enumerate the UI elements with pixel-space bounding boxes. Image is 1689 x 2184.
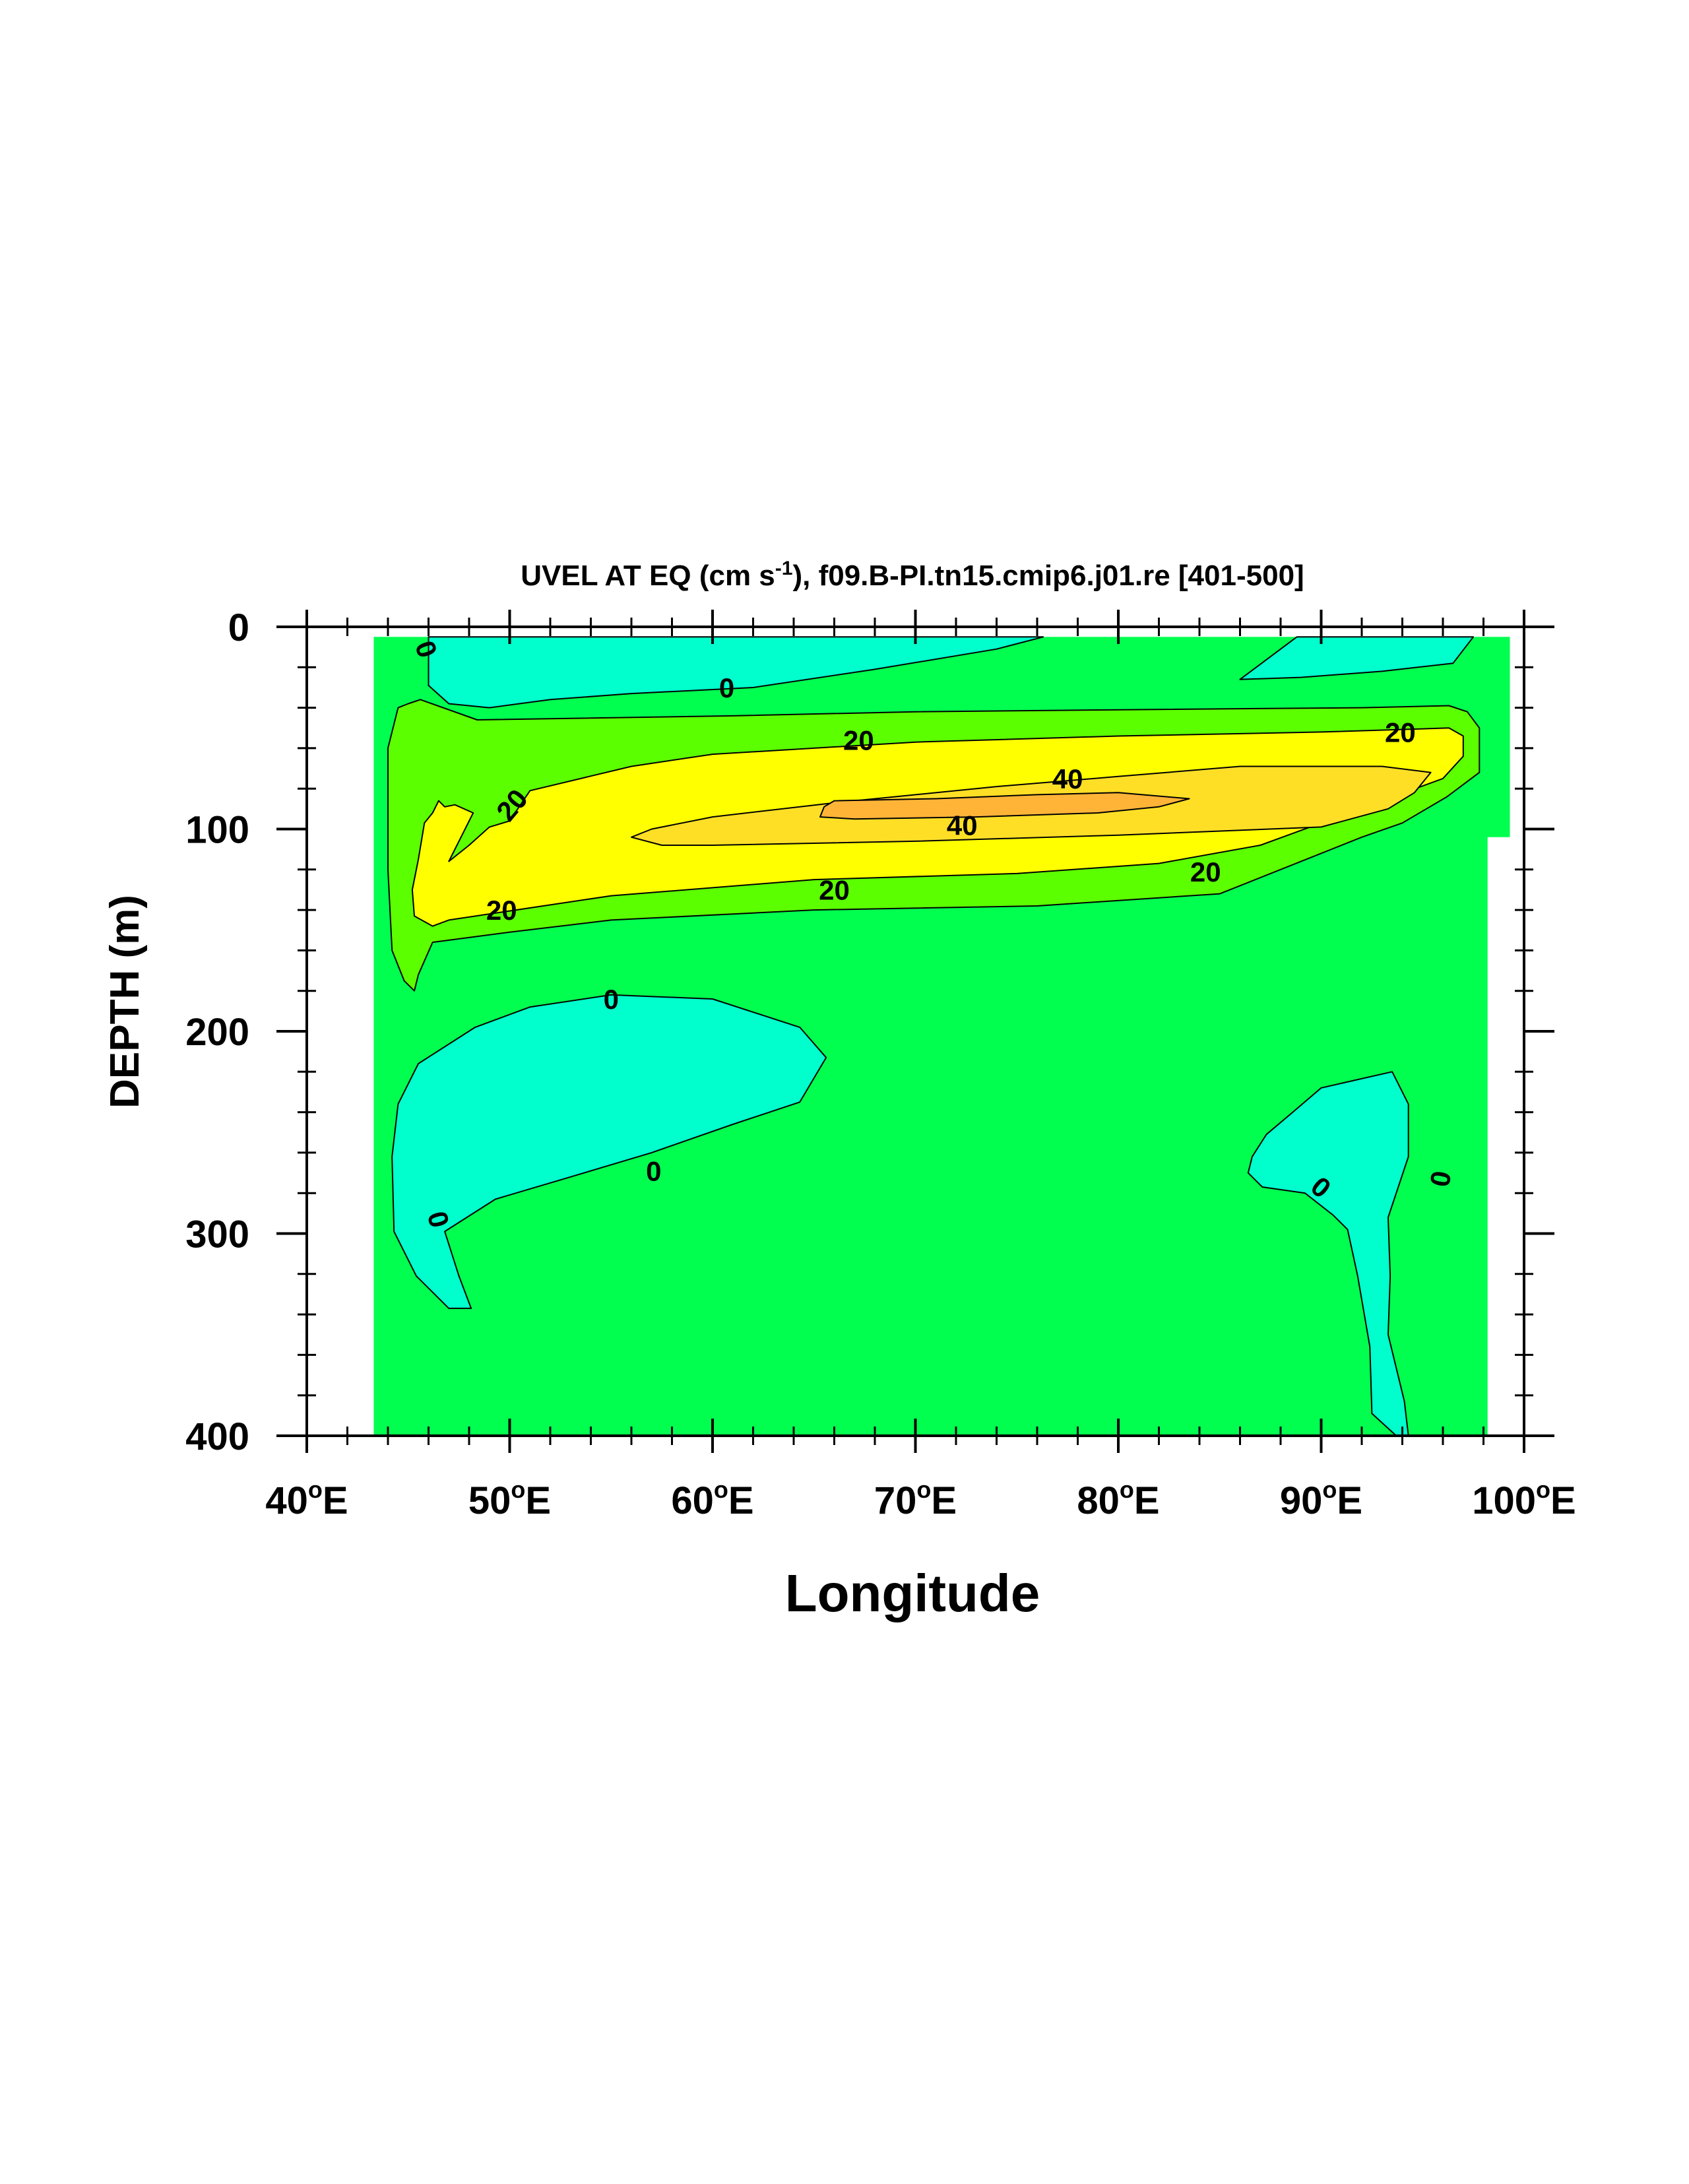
contour-label-text: 40	[947, 810, 978, 841]
contour-region-level-below-0-5	[1239, 636, 1475, 680]
x-tick-label: 80oE	[1077, 1476, 1159, 1522]
contour-label: 0	[719, 672, 734, 703]
contour-label-text: 0	[719, 672, 734, 703]
contour-label: 0	[646, 1156, 661, 1187]
contour-region-level-below-0-6	[391, 994, 827, 1309]
contour-label: 0	[604, 984, 619, 1015]
contour-label-text: 20	[843, 725, 874, 756]
y-tick-label: 100	[185, 809, 249, 852]
contour-label-text: 20	[1190, 856, 1221, 887]
y-tick-label: 300	[185, 1213, 249, 1256]
x-tick-label: 90oE	[1280, 1476, 1362, 1522]
contour-label-text: 20	[486, 895, 517, 926]
contour-label: 20	[1385, 717, 1416, 748]
contour-label: 20	[1190, 856, 1221, 887]
contour-region-level-above-40-3	[819, 792, 1190, 820]
contour-label-text: 0	[604, 984, 619, 1015]
contour-label-text: 20	[1385, 717, 1416, 748]
chart-title: UVEL AT EQ (cm s-1), f09.B-PI.tn15.cmip6…	[521, 558, 1304, 592]
contour-label-text: 40	[1052, 763, 1083, 794]
y-tick-label: 0	[228, 606, 249, 649]
x-tick-label: 50oE	[468, 1476, 551, 1522]
contour-label-text: 0	[646, 1156, 661, 1187]
contour-label: 0	[1424, 1169, 1457, 1189]
contour-region-level-below-0-4	[428, 636, 1044, 709]
contour-label-text: 20	[819, 875, 850, 906]
y-tick-label: 200	[185, 1011, 249, 1054]
x-axis-label: Longitude	[785, 1564, 1040, 1622]
contour-label: 0	[409, 637, 443, 662]
contour-label: 20	[486, 895, 517, 926]
contour-label: 20	[819, 875, 850, 906]
contour-label: 40	[947, 810, 978, 841]
axis-ticks: 40oE 50oE 60oE 70oE 80oE 90oE 100oE01002003004…	[185, 606, 1576, 1522]
contour-label: 20	[843, 725, 874, 756]
y-tick-label: 400	[185, 1415, 249, 1458]
x-tick-label: 100oE	[1472, 1476, 1576, 1522]
contour-fills	[373, 636, 1510, 1436]
contour-region-level-below-0-7	[1247, 1071, 1409, 1436]
x-tick-label: 60oE	[671, 1476, 753, 1522]
x-tick-label: 70oE	[874, 1476, 957, 1522]
contour-label: 0	[422, 1208, 455, 1231]
contour-label: 40	[1052, 763, 1083, 794]
x-tick-label: 40oE	[265, 1476, 348, 1522]
y-axis-label: DEPTH (m)	[102, 895, 148, 1108]
